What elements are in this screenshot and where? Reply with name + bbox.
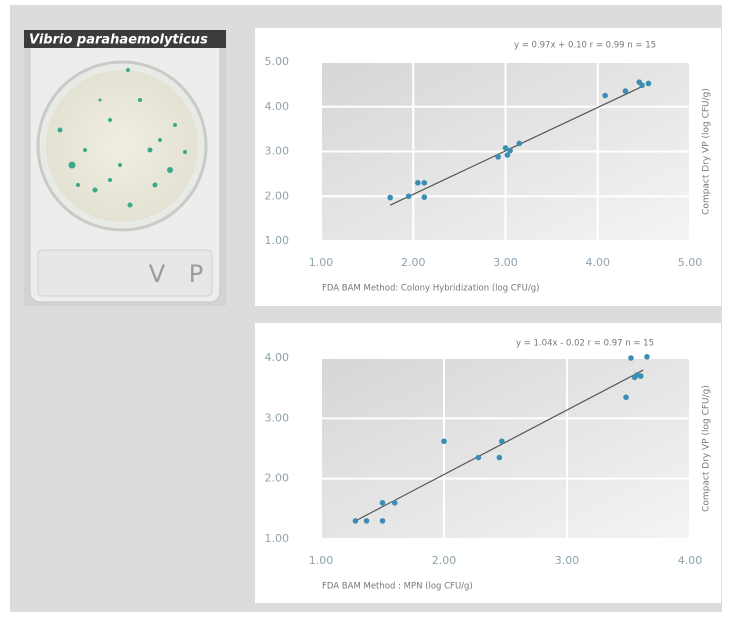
x-tick-label: 2.00 [432, 554, 457, 567]
x-tick-label: 1.00 [309, 554, 334, 567]
point [379, 500, 386, 506]
x-tick-label: 4.00 [678, 554, 703, 567]
y-axis-label: Compact Dry VP (log CFU/g) [702, 88, 712, 215]
point [387, 194, 393, 201]
point [379, 518, 386, 524]
point [639, 82, 645, 89]
x-tick-label: 4.00 [586, 256, 611, 269]
point [499, 438, 505, 445]
point [516, 140, 523, 147]
agar [46, 70, 198, 222]
point [405, 193, 412, 200]
point [415, 180, 421, 186]
point [507, 147, 513, 154]
point [392, 500, 398, 506]
point [496, 454, 503, 461]
point [638, 373, 644, 379]
point [441, 438, 447, 445]
point [421, 194, 428, 200]
y-tick-label: 4.00 [265, 100, 290, 113]
point [644, 353, 650, 360]
colonies [57, 68, 187, 208]
y-tick-label: 4.00 [265, 351, 290, 364]
y-tick-label: 1.00 [265, 234, 290, 247]
trendline [389, 85, 645, 206]
y-tick-label: 1.00 [265, 532, 290, 545]
x-axis-label: FDA BAM Method : MPN (log CFU/g) [322, 582, 473, 592]
point [645, 80, 652, 87]
point [363, 518, 370, 524]
point [628, 355, 634, 361]
point [421, 180, 428, 186]
x-tick-label: 5.00 [678, 256, 703, 269]
point [504, 152, 511, 158]
x-tick-label: 1.00 [309, 256, 334, 269]
point [622, 88, 629, 94]
photo-label: Vibrio parahaemolyticus [29, 33, 208, 48]
y-tick-label: 3.00 [265, 145, 290, 158]
y-tick-label: 5.00 [265, 55, 290, 68]
x-tick-label: 3.00 [555, 554, 580, 567]
photo: V P Vibrio parahaemolyticus [24, 30, 226, 306]
trendline [355, 369, 644, 522]
y-tick-label: 2.00 [265, 189, 290, 202]
plate-tab [37, 249, 213, 297]
point [495, 154, 501, 160]
annotation: y = 0.97x + 0.10 r = 0.99 n = 15 [514, 41, 656, 51]
plot-area [321, 358, 690, 539]
point [502, 145, 509, 151]
point [623, 394, 629, 401]
photo-label-bg [24, 30, 226, 48]
plate-text: V P [149, 260, 212, 288]
point [352, 518, 359, 524]
x-tick-label: 3.00 [493, 256, 518, 269]
y-tick-label: 2.00 [265, 472, 290, 485]
point [475, 454, 482, 461]
x-axis-label: FDA BAM Method: Colony Hybridization (lo… [322, 284, 539, 294]
y-tick-label: 3.00 [265, 411, 290, 424]
y-axis-label: Compact Dry VP (log CFU/g) [702, 385, 712, 512]
x-tick-label: 2.00 [401, 256, 426, 269]
point [602, 92, 608, 99]
annotation: y = 1.04x - 0.02 r = 0.97 n = 15 [516, 339, 654, 349]
